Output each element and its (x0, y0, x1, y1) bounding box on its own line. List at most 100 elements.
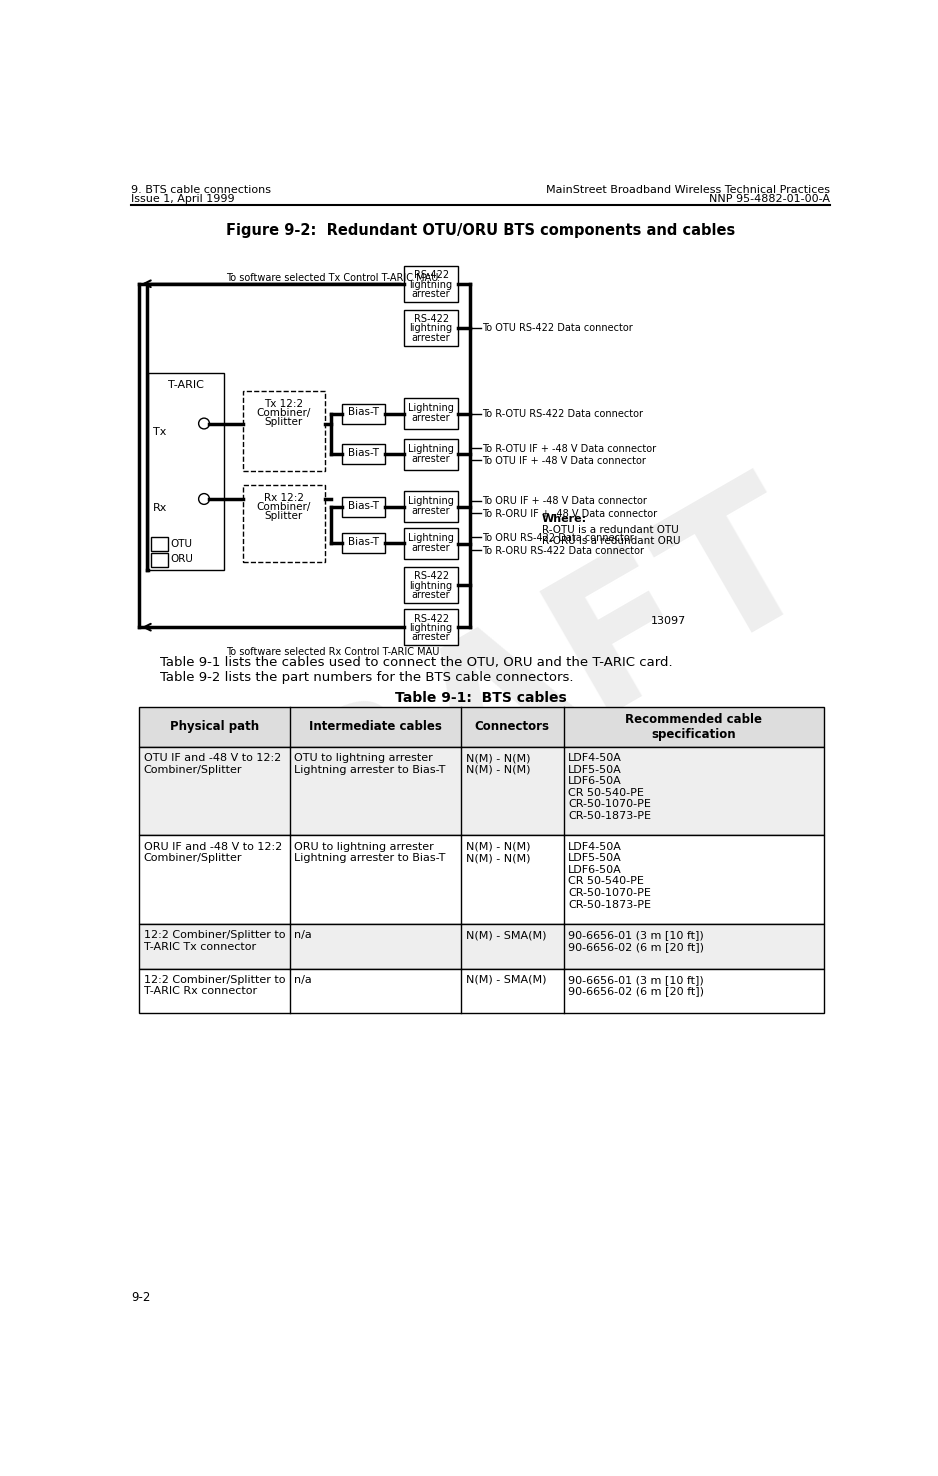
Bar (404, 492, 459, 523)
Text: RS-422: RS-422 (414, 314, 448, 325)
Text: Bias-T: Bias-T (348, 449, 379, 458)
Text: 9. BTS cable connections: 9. BTS cable connections (131, 184, 271, 195)
Text: Figure 9-2:  Redundant OTU/ORU BTS components and cables: Figure 9-2: Redundant OTU/ORU BTS compon… (226, 223, 735, 238)
Text: OTU IF and -48 V to 12:2
Combiner/Splitter: OTU IF and -48 V to 12:2 Combiner/Splitt… (144, 753, 280, 775)
Bar (404, 310, 459, 345)
Text: Lightning: Lightning (408, 496, 454, 506)
Text: n/a: n/a (295, 974, 312, 984)
Text: Tx: Tx (153, 428, 166, 437)
Text: Physical path: Physical path (170, 720, 259, 734)
Text: Table 9-1 lists the cables used to connect the OTU, ORU and the T-ARIC card.: Table 9-1 lists the cables used to conne… (159, 655, 673, 669)
Text: To ORU IF + -48 V Data connector: To ORU IF + -48 V Data connector (482, 496, 647, 506)
Bar (404, 266, 459, 303)
Text: MainStreet Broadband Wireless Technical Practices: MainStreet Broadband Wireless Technical … (546, 184, 830, 195)
Bar (342, 496, 385, 517)
Bar (139, 835, 825, 924)
Text: N(M) - N(M)
N(M) - N(M): N(M) - N(M) N(M) - N(M) (465, 753, 530, 775)
Bar (342, 403, 385, 424)
Text: LDF4-50A
LDF5-50A
LDF6-50A
CR 50-540-PE
CR-50-1070-PE
CR-50-1873-PE: LDF4-50A LDF5-50A LDF6-50A CR 50-540-PE … (568, 841, 651, 909)
Text: OTU: OTU (170, 539, 192, 549)
Text: T-ARIC: T-ARIC (168, 379, 204, 390)
Bar (139, 968, 825, 1014)
Text: To ORU RS-422 Data connector: To ORU RS-422 Data connector (482, 533, 634, 543)
Bar (243, 486, 325, 562)
Text: 12:2 Combiner/Splitter to
T-ARIC Rx connector: 12:2 Combiner/Splitter to T-ARIC Rx conn… (144, 974, 285, 996)
Text: 9-2: 9-2 (131, 1292, 151, 1305)
Text: N(M) - SMA(M): N(M) - SMA(M) (465, 974, 546, 984)
Text: 12:2 Combiner/Splitter to
T-ARIC Tx connector: 12:2 Combiner/Splitter to T-ARIC Tx conn… (144, 930, 285, 952)
Text: To software selected Rx Control T-ARIC MAU: To software selected Rx Control T-ARIC M… (226, 646, 439, 657)
Text: Connectors: Connectors (475, 720, 550, 734)
Text: Bias-T: Bias-T (348, 500, 379, 511)
Text: LDF4-50A
LDF5-50A
LDF6-50A
CR 50-540-PE
CR-50-1070-PE
CR-50-1873-PE: LDF4-50A LDF5-50A LDF6-50A CR 50-540-PE … (568, 753, 651, 821)
Text: arrester: arrester (412, 413, 450, 422)
Text: arrester: arrester (412, 590, 450, 599)
Bar (342, 533, 385, 554)
Bar (243, 391, 325, 471)
Text: N(M) - SMA(M): N(M) - SMA(M) (465, 930, 546, 940)
Bar (148, 373, 224, 570)
Text: N(M) - N(M)
N(M) - N(M): N(M) - N(M) N(M) - N(M) (465, 841, 530, 863)
Text: lightning: lightning (410, 580, 453, 590)
Text: To R-OTU IF + -48 V Data connector: To R-OTU IF + -48 V Data connector (482, 444, 657, 455)
Text: Tx 12:2: Tx 12:2 (265, 399, 303, 409)
Text: Splitter: Splitter (265, 418, 303, 428)
Bar (404, 567, 459, 602)
Text: Intermediate cables: Intermediate cables (309, 720, 442, 734)
Text: Where:: Where: (542, 514, 587, 524)
Text: RS-422: RS-422 (414, 270, 448, 280)
Text: arrester: arrester (412, 289, 450, 298)
Text: Lightning: Lightning (408, 444, 454, 453)
Text: Table 9-1:  BTS cables: Table 9-1: BTS cables (395, 691, 567, 706)
Bar (342, 444, 385, 465)
Text: R-ORU is a redundant ORU: R-ORU is a redundant ORU (542, 536, 680, 546)
Text: To OTU RS-422 Data connector: To OTU RS-422 Data connector (482, 323, 633, 334)
Text: To R-ORU RS-422 Data connector: To R-ORU RS-422 Data connector (482, 546, 644, 555)
Text: NNP 95-4882-01-00-A: NNP 95-4882-01-00-A (709, 193, 830, 204)
Text: Recommended cable
specification: Recommended cable specification (626, 713, 763, 741)
Text: R-OTU is a redundant OTU: R-OTU is a redundant OTU (542, 525, 679, 536)
Text: To R-OTU RS-422 Data connector: To R-OTU RS-422 Data connector (482, 409, 643, 419)
Text: ORU IF and -48 V to 12:2
Combiner/Splitter: ORU IF and -48 V to 12:2 Combiner/Splitt… (144, 841, 281, 863)
Text: Bias-T: Bias-T (348, 537, 379, 546)
Text: arrester: arrester (412, 332, 450, 342)
Text: Table 9-2 lists the part numbers for the BTS cable connectors.: Table 9-2 lists the part numbers for the… (159, 672, 573, 685)
Text: Combiner/: Combiner/ (257, 502, 311, 512)
Bar (404, 438, 459, 469)
Text: RS-422: RS-422 (414, 571, 448, 582)
Text: 90-6656-01 (3 m [10 ft])
90-6656-02 (6 m [20 ft]): 90-6656-01 (3 m [10 ft]) 90-6656-02 (6 m… (568, 974, 704, 996)
Text: lightning: lightning (410, 623, 453, 633)
Bar (404, 610, 459, 645)
Text: RS-422: RS-422 (414, 614, 448, 624)
Text: Rx 12:2: Rx 12:2 (264, 493, 304, 503)
Text: DRAFT: DRAFT (119, 453, 842, 980)
Bar (404, 399, 459, 430)
Text: 90-6656-01 (3 m [10 ft])
90-6656-02 (6 m [20 ft]): 90-6656-01 (3 m [10 ft]) 90-6656-02 (6 m… (568, 930, 704, 952)
Bar (139, 707, 825, 747)
Text: arrester: arrester (412, 453, 450, 463)
Text: Lightning: Lightning (408, 403, 454, 413)
Text: lightning: lightning (410, 279, 453, 289)
Bar (151, 554, 169, 567)
Text: To R-ORU IF + -48 V Data connector: To R-ORU IF + -48 V Data connector (482, 509, 658, 518)
Text: ORU: ORU (170, 555, 193, 564)
Text: arrester: arrester (412, 632, 450, 642)
Bar (139, 924, 825, 968)
Bar (404, 528, 459, 559)
Text: Lightning: Lightning (408, 533, 454, 543)
Text: n/a: n/a (295, 930, 312, 940)
Text: Issue 1, April 1999: Issue 1, April 1999 (131, 193, 234, 204)
Bar (139, 747, 825, 835)
Text: Bias-T: Bias-T (348, 407, 379, 418)
Text: OTU to lightning arrester
Lightning arrester to Bias-T: OTU to lightning arrester Lightning arre… (295, 753, 446, 775)
Text: Rx: Rx (153, 503, 167, 512)
Text: To software selected Tx Control T-ARIC MAU: To software selected Tx Control T-ARIC M… (226, 273, 438, 283)
Text: arrester: arrester (412, 506, 450, 517)
Text: arrester: arrester (412, 543, 450, 554)
Text: ORU to lightning arrester
Lightning arrester to Bias-T: ORU to lightning arrester Lightning arre… (295, 841, 446, 863)
Bar (151, 537, 169, 552)
Text: lightning: lightning (410, 323, 453, 334)
Text: To OTU IF + -48 V Data connector: To OTU IF + -48 V Data connector (482, 456, 646, 466)
Text: Splitter: Splitter (265, 511, 303, 521)
Text: 13097: 13097 (650, 615, 686, 626)
